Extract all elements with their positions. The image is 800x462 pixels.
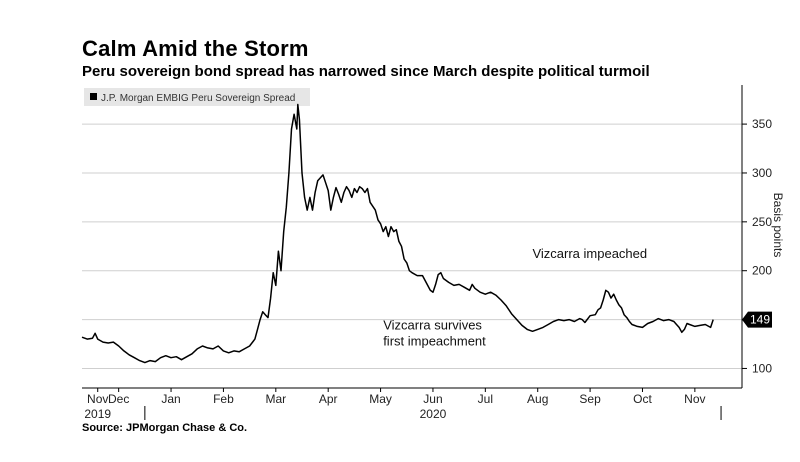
legend-label: J.P. Morgan EMBIG Peru Sovereign Spread [101,93,295,104]
y-tick-label-300: 300 [752,166,772,180]
x-tick-label-jan: Jan [161,392,180,406]
gridlines [82,123,742,369]
last-value-badge: 149 [742,311,772,328]
source-note: Source: JPMorgan Chase & Co. [82,422,248,434]
x-tick-year-2019: 2019 [84,407,111,421]
x-tick-label-jul: Jul [478,392,493,406]
x-tick-label-mar: Mar [265,392,286,406]
x-tick-label-oct: Oct [633,392,652,406]
x-tick-year-2020: 2020 [420,407,447,421]
x-tick-label-feb: Feb [213,392,234,406]
x-tick-label-dec: Dec [108,392,129,406]
axis-ticks: 100150200250300350Nov2019DecJanFebMarApr… [82,85,772,421]
x-tick-label-nov: Nov [684,392,705,406]
legend-background [84,88,310,106]
annotations: Vizcarra impeached Vizcarra survivesfirst… [383,246,647,348]
y-axis-label: Basis points [771,193,785,258]
x-tick-label-jun: Jun [423,392,442,406]
annotation-impeached-line-0: Vizcarra impeached [532,246,647,261]
legend: J.P. Morgan EMBIG Peru Sovereign Spread [84,88,310,106]
x-tick-label-aug: Aug [527,392,548,406]
y-tick-label-100: 100 [752,361,772,375]
series-line-peru-spread [81,103,714,364]
chart-title: Calm Amid the Storm [82,36,309,61]
last-value-badge-text: 149 [750,313,770,327]
legend-swatch [90,93,97,100]
chart-subtitle: Peru sovereign bond spread has narrowed … [82,63,650,80]
last-value-badge-shape [742,311,772,328]
x-tick-label-sep: Sep [579,392,601,406]
y-tick-label-350: 350 [752,117,772,131]
y-tick-label-200: 200 [752,264,772,278]
annotation-survives-line-0: Vizcarra survives [383,317,482,332]
y-tick-label-250: 250 [752,215,772,229]
annotation-survives-line-1: first impeachment [383,333,486,348]
x-tick-label-apr: Apr [319,392,338,406]
x-tick-label-nov: Nov [87,392,108,406]
x-tick-label-may: May [369,392,392,406]
